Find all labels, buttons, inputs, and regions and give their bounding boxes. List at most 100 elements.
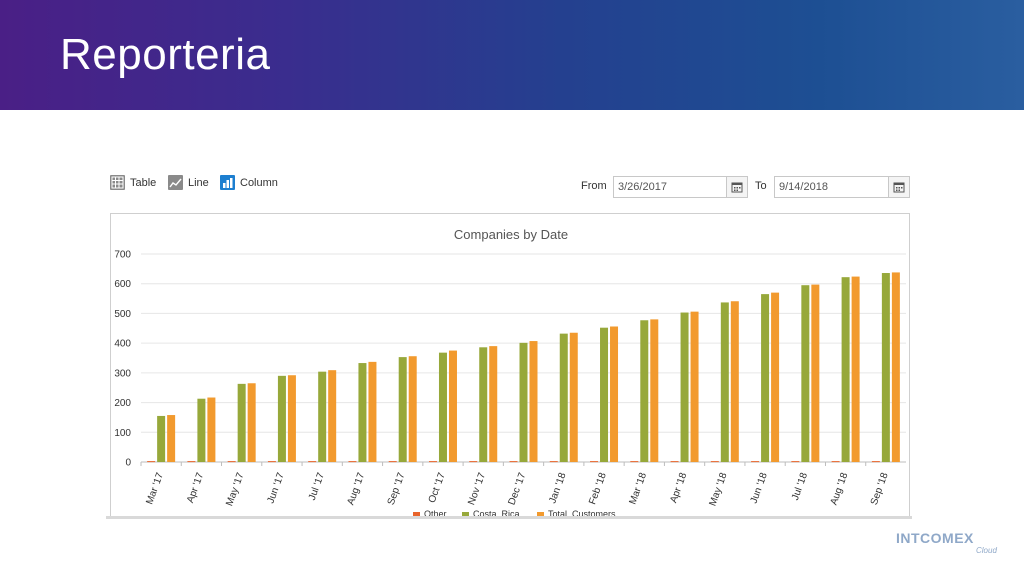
bar-other[interactable] (227, 461, 236, 463)
bar-total-customers[interactable] (247, 383, 256, 462)
bar-other[interactable] (590, 461, 599, 463)
column-chart-icon (220, 175, 235, 190)
calendar-icon[interactable] (726, 177, 747, 197)
chart-panel: Companies by Date 0 100 200 300 400 500 600 700… (110, 213, 910, 518)
bar-costa-rica[interactable] (519, 342, 528, 462)
bar-total-customers[interactable] (851, 276, 860, 462)
bar-other[interactable] (549, 461, 558, 463)
bar-total-customers[interactable] (650, 319, 659, 462)
x-tick-label: Oct '17 (427, 471, 448, 505)
x-tick-label: May '18 (707, 471, 729, 508)
bar-other[interactable] (348, 461, 357, 463)
bar-costa-rica[interactable] (157, 415, 166, 462)
bar-total-customers[interactable] (207, 397, 216, 462)
column-view-label: Column (240, 176, 278, 189)
legend-item[interactable]: Costa_Rica (473, 509, 520, 518)
legend-swatch (537, 512, 544, 516)
bar-costa-rica[interactable] (559, 333, 568, 462)
x-tick-label: Feb '18 (587, 471, 609, 506)
legend-item[interactable]: Total_Customers (548, 509, 616, 518)
bar-costa-rica[interactable] (720, 302, 729, 462)
line-view-label: Line (188, 176, 209, 189)
bar-costa-rica[interactable] (358, 363, 367, 462)
bar-other[interactable] (469, 461, 478, 463)
from-date-input[interactable] (614, 177, 726, 197)
bar-total-customers[interactable] (529, 341, 538, 462)
bar-total-customers[interactable] (730, 301, 739, 462)
line-view-button[interactable]: Line (168, 175, 209, 190)
bar-total-customers[interactable] (811, 284, 820, 462)
bar-total-customers[interactable] (448, 350, 457, 462)
bar-costa-rica[interactable] (398, 357, 407, 462)
bar-costa-rica[interactable] (479, 347, 488, 462)
bar-total-customers[interactable] (610, 326, 619, 462)
bar-total-customers[interactable] (771, 292, 780, 462)
bar-costa-rica[interactable] (277, 375, 286, 462)
bar-costa-rica[interactable] (640, 320, 649, 462)
bar-costa-rica[interactable] (438, 352, 447, 462)
bar-total-customers[interactable] (167, 415, 176, 462)
column-view-button[interactable]: Column (220, 175, 278, 190)
bar-total-customers[interactable] (891, 272, 900, 462)
bar-total-customers[interactable] (690, 311, 699, 462)
to-date-field[interactable] (774, 176, 910, 198)
bar-costa-rica[interactable] (801, 285, 810, 462)
bar-other[interactable] (509, 461, 518, 463)
bar-other[interactable] (428, 461, 437, 463)
bar-costa-rica[interactable] (600, 327, 609, 462)
bar-other[interactable] (267, 461, 276, 463)
bar-costa-rica[interactable] (237, 383, 246, 462)
x-tick-label: Nov '17 (466, 471, 488, 507)
x-tick-label: Aug '17 (345, 471, 367, 507)
bar-costa-rica[interactable] (841, 277, 850, 462)
x-tick-label: Mar '18 (627, 471, 649, 506)
bar-other[interactable] (670, 461, 679, 463)
bar-costa-rica[interactable] (197, 398, 206, 462)
bar-total-customers[interactable] (328, 370, 337, 462)
bar-total-customers[interactable] (368, 361, 377, 462)
calendar-icon[interactable] (888, 177, 909, 197)
table-icon (110, 175, 125, 190)
y-tick-label: 700 (114, 250, 131, 261)
x-tick-label: Jul '17 (307, 471, 327, 502)
bar-other[interactable] (751, 461, 760, 463)
bar-costa-rica[interactable] (881, 273, 890, 462)
bar-other[interactable] (147, 461, 156, 463)
header-banner: Reporteria (0, 0, 1024, 110)
bar-costa-rica[interactable] (761, 294, 770, 462)
page-title: Reporteria (60, 30, 271, 79)
y-tick-label: 600 (114, 279, 131, 290)
bar-other[interactable] (630, 461, 639, 463)
bar-other[interactable] (831, 461, 840, 463)
table-view-label: Table (130, 176, 157, 189)
from-date-field[interactable] (613, 176, 748, 198)
to-date-input[interactable] (775, 177, 888, 197)
from-label: From (581, 180, 607, 192)
bar-costa-rica[interactable] (318, 371, 327, 462)
bar-other[interactable] (791, 461, 800, 463)
bar-total-customers[interactable] (287, 375, 296, 462)
x-tick-label: Jan '18 (547, 471, 568, 505)
to-label: To (755, 180, 767, 192)
x-tick-label: Sep '17 (386, 471, 408, 507)
bar-costa-rica[interactable] (680, 312, 689, 462)
y-tick-label: 400 (114, 339, 131, 350)
bar-other[interactable] (710, 461, 719, 463)
x-tick-label: Mar '17 (144, 471, 166, 506)
bar-other[interactable] (187, 461, 196, 463)
y-tick-label: 300 (114, 368, 131, 379)
bar-total-customers[interactable] (408, 356, 417, 462)
x-tick-label: Jul '18 (790, 471, 810, 502)
bar-total-customers[interactable] (489, 346, 498, 462)
legend-swatch (462, 512, 469, 516)
bar-other[interactable] (308, 461, 317, 463)
x-tick-label: Apr '17 (185, 471, 206, 505)
bar-other[interactable] (871, 461, 880, 463)
x-tick-label: Dec '17 (506, 471, 528, 507)
bar-other[interactable] (388, 461, 397, 463)
legend-swatch (413, 512, 420, 516)
x-tick-label: Jun '17 (265, 471, 286, 505)
table-view-button[interactable]: Table (110, 175, 156, 190)
legend-item[interactable]: Other (424, 509, 447, 518)
bar-total-customers[interactable] (569, 332, 578, 462)
